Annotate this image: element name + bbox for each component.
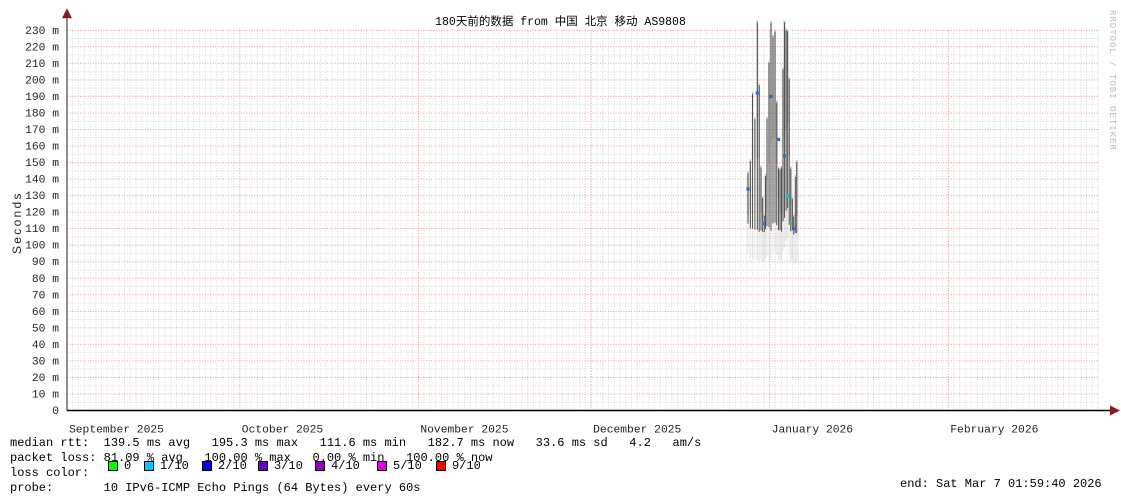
svg-text:190 m: 190 m: [25, 92, 59, 104]
svg-text:170 m: 170 m: [25, 125, 59, 137]
svg-text:200 m: 200 m: [25, 75, 59, 87]
svg-text:November 2025: November 2025: [420, 425, 508, 437]
svg-text:September 2025: September 2025: [69, 425, 164, 437]
svg-text:February 2026: February 2026: [950, 425, 1038, 437]
svg-text:210 m: 210 m: [25, 59, 59, 71]
svg-text:30 m: 30 m: [32, 356, 59, 368]
svg-text:0: 0: [52, 406, 59, 418]
svg-text:150 m: 150 m: [25, 158, 59, 170]
svg-text:December 2025: December 2025: [593, 425, 681, 437]
svg-text:160 m: 160 m: [25, 142, 59, 154]
svg-text:70 m: 70 m: [32, 290, 59, 302]
svg-text:60 m: 60 m: [32, 307, 59, 319]
svg-text:40 m: 40 m: [32, 340, 59, 352]
svg-text:20 m: 20 m: [32, 373, 59, 385]
svg-text:80 m: 80 m: [32, 274, 59, 286]
svg-text:50 m: 50 m: [32, 323, 59, 335]
svg-text:January 2026: January 2026: [772, 425, 854, 437]
svg-text:180 m: 180 m: [25, 108, 59, 120]
svg-text:130 m: 130 m: [25, 191, 59, 203]
svg-text:220 m: 220 m: [25, 42, 59, 54]
svg-text:140 m: 140 m: [25, 175, 59, 187]
svg-text:120 m: 120 m: [25, 208, 59, 220]
svg-text:10 m: 10 m: [32, 389, 59, 401]
svg-text:100 m: 100 m: [25, 241, 59, 253]
svg-text:90 m: 90 m: [32, 257, 59, 269]
svg-text:October 2025: October 2025: [242, 425, 324, 437]
svg-text:110 m: 110 m: [25, 224, 59, 236]
